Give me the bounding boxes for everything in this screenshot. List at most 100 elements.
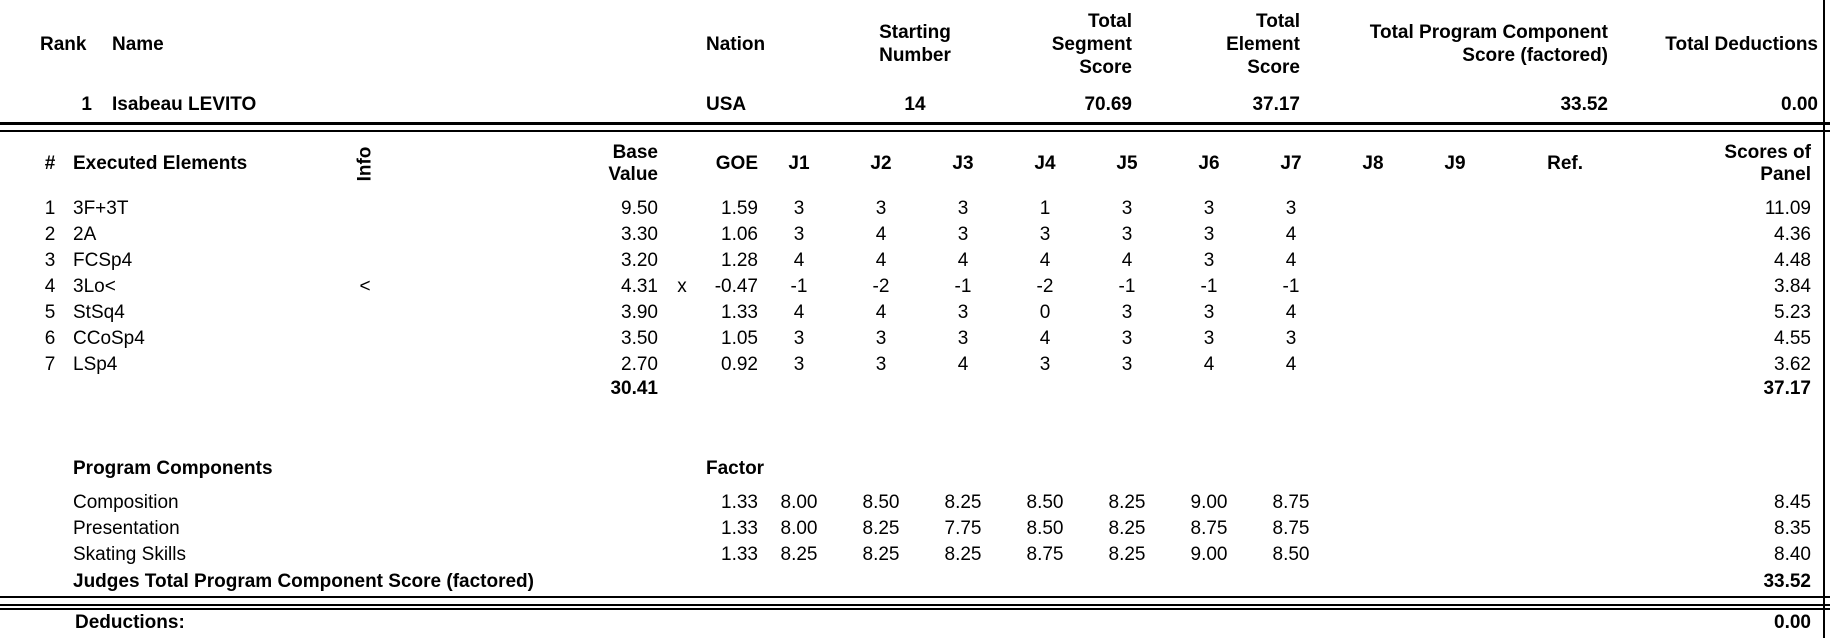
judge-score: -1 — [790, 276, 808, 297]
judge-score: 3 — [957, 224, 969, 245]
element-info-flag: < — [359, 276, 371, 297]
judge-score: 4 — [957, 354, 969, 375]
judge-score: 8.75 — [1190, 518, 1228, 539]
judge-score: -2 — [872, 276, 890, 297]
judge-score: 3 — [875, 354, 887, 375]
component-factor: 1.33 — [721, 544, 758, 565]
judge-score: 4 — [1285, 354, 1297, 375]
element-num: 2 — [44, 224, 56, 245]
col-judge6-label: J6 — [1198, 153, 1220, 174]
judge-score: 3 — [1203, 302, 1215, 323]
deductions-row: Deductions: 0.00 — [0, 610, 1830, 636]
col-goe-label: GOE — [715, 153, 758, 174]
judge-score: 8.25 — [944, 544, 982, 565]
component-name: Skating Skills — [73, 544, 186, 565]
judge-score: 4 — [793, 250, 805, 271]
result-total-program-component-score: 33.52 — [1560, 94, 1608, 115]
component-panel-score: 8.35 — [1774, 518, 1811, 539]
component-name: Presentation — [73, 518, 180, 539]
deductions-value: 0.00 — [1774, 612, 1811, 633]
result-skater-name: Isabeau LEVITO — [112, 94, 257, 115]
judge-score: 8.75 — [1272, 492, 1310, 513]
result-header-row: Rank Name Nation Starting Number Total S… — [0, 0, 1830, 88]
col-name-label: Name — [112, 33, 164, 55]
element-base-value: 2.70 — [621, 354, 658, 375]
element-num: 1 — [44, 198, 56, 219]
judge-score: 8.25 — [1108, 544, 1146, 565]
judge-score: 7.75 — [944, 518, 982, 539]
component-row: Skating Skills 1.33 8.25 8.25 8.25 8.75 … — [0, 542, 1830, 568]
judge-score: 3 — [793, 328, 805, 349]
element-name: LSp4 — [73, 354, 118, 375]
judge-score: -1 — [1200, 276, 1218, 297]
element-num: 3 — [44, 250, 56, 271]
judge-score: 4 — [1039, 250, 1051, 271]
col-judge3-label: J3 — [952, 153, 974, 174]
judge-score: 3 — [957, 302, 969, 323]
element-row: 3 FCSp4 3.20 1.28 4 4 4 4 4 3 4 4.48 — [0, 248, 1830, 274]
judge-score: 3 — [1285, 328, 1297, 349]
col-total-segment-score-label: Total Segment Score — [1051, 10, 1132, 78]
component-row: Presentation 1.33 8.00 8.25 7.75 8.50 8.… — [0, 516, 1830, 542]
judge-score: 8.25 — [944, 492, 982, 513]
judge-score: 4 — [875, 224, 887, 245]
col-judge8-label: J8 — [1362, 153, 1384, 174]
judge-score: 8.50 — [1272, 544, 1310, 565]
judge-score: 3 — [1121, 224, 1133, 245]
element-base-value: 3.20 — [621, 250, 658, 271]
result-total-deductions: 0.00 — [1781, 94, 1818, 115]
judge-score: 3 — [1121, 354, 1133, 375]
element-panel-score: 11.09 — [1764, 198, 1811, 219]
judge-score: 3 — [1121, 302, 1133, 323]
element-row: 5 StSq4 3.90 1.33 4 4 3 0 3 3 4 5.23 — [0, 300, 1830, 326]
col-judge1-label: J1 — [788, 153, 810, 174]
judge-score: 8.75 — [1272, 518, 1310, 539]
judge-score: 8.50 — [1026, 492, 1064, 513]
judge-score: -1 — [1282, 276, 1300, 297]
judge-score: 8.25 — [1108, 518, 1146, 539]
judge-score: 3 — [1039, 354, 1051, 375]
section-divider-line — [0, 122, 1830, 125]
component-factor: 1.33 — [721, 518, 758, 539]
judge-score: 8.75 — [1026, 544, 1064, 565]
components-total-row: Judges Total Program Component Score (fa… — [0, 568, 1830, 596]
judge-score: 3 — [1121, 198, 1133, 219]
component-panel-score: 8.45 — [1774, 492, 1811, 513]
factor-label: Factor — [706, 458, 765, 479]
element-name: FCSp4 — [73, 250, 133, 271]
col-base-value-label: Base Value — [608, 142, 658, 185]
judge-score: 3 — [1121, 328, 1133, 349]
info-rotated-text: Info — [353, 146, 375, 182]
result-starting-number: 14 — [904, 94, 926, 115]
judge-score: 4 — [1285, 302, 1297, 323]
col-judge2-label: J2 — [870, 153, 892, 174]
judge-score: 3 — [793, 224, 805, 245]
element-goe: 1.28 — [721, 250, 758, 271]
element-base-value: 3.30 — [621, 224, 658, 245]
element-name: 2A — [73, 224, 97, 245]
judge-score: 4 — [875, 250, 887, 271]
col-total-deductions-label: Total Deductions — [1665, 33, 1818, 55]
judge-score: 3 — [1203, 250, 1215, 271]
result-total-segment-score: 70.69 — [1084, 94, 1132, 115]
element-panel-score: 3.84 — [1774, 276, 1811, 297]
element-name: CCoSp4 — [73, 328, 145, 349]
element-row: 7 LSp4 2.70 0.92 3 3 4 3 3 4 4 3.62 — [0, 352, 1830, 378]
deductions-label: Deductions: — [75, 612, 185, 633]
col-total-program-component-score-label: Total Program Component Score (factored) — [1369, 22, 1608, 66]
element-goe: 1.33 — [721, 302, 758, 323]
judge-score: 8.50 — [1026, 518, 1064, 539]
element-name: 3Lo< — [73, 276, 116, 297]
col-info-label: Info — [340, 132, 390, 196]
element-num: 5 — [44, 302, 56, 323]
col-judge4-label: J4 — [1034, 153, 1056, 174]
component-panel-score: 8.40 — [1774, 544, 1811, 565]
judge-score: 4 — [1203, 354, 1215, 375]
judge-score: 3 — [1203, 224, 1215, 245]
element-base-value: 3.90 — [621, 302, 658, 323]
col-rank-label: Rank — [40, 33, 87, 55]
col-judge5-label: J5 — [1116, 153, 1138, 174]
result-rank: 1 — [81, 94, 92, 115]
sheet-right-border — [1823, 0, 1825, 638]
